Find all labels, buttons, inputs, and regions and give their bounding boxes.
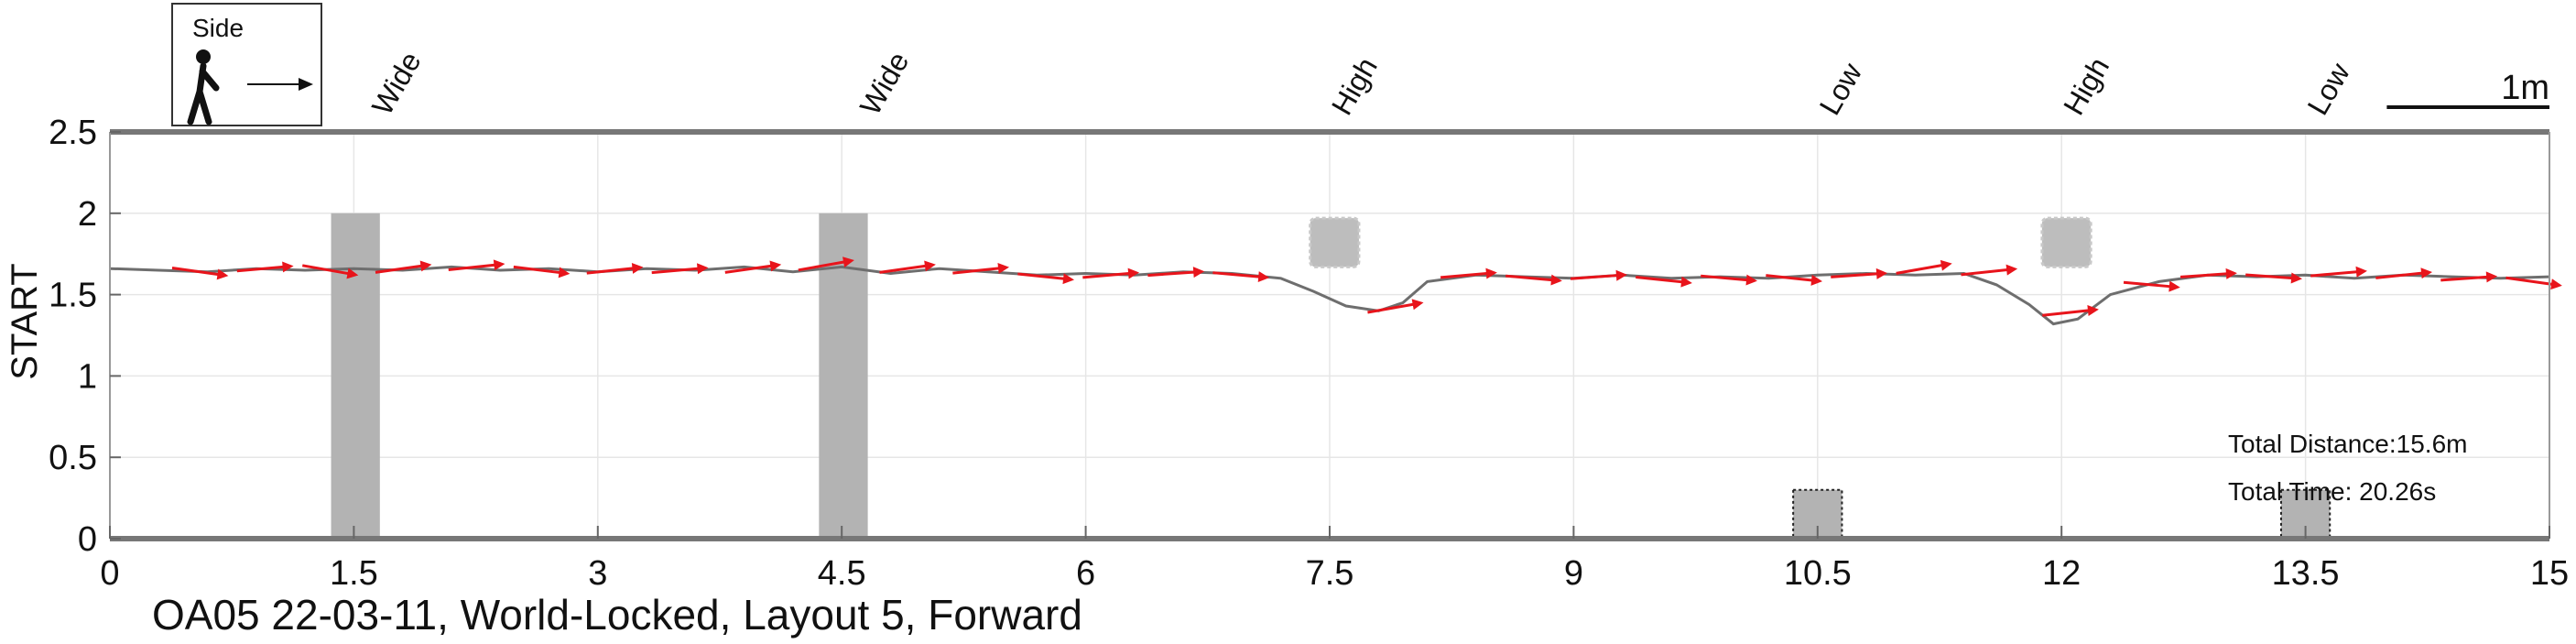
heading-arrow — [448, 259, 505, 272]
grid — [109, 131, 2550, 540]
heading-arrow — [879, 260, 936, 274]
heading-arrow — [1212, 271, 1270, 283]
obstacle-high — [2040, 216, 2092, 268]
x-tick-label: 4.5 — [818, 554, 866, 593]
x-tick-label: 6 — [1076, 554, 1095, 593]
obstacle-label: High — [1325, 52, 1384, 121]
x-tick-label: 15 — [2530, 554, 2569, 593]
heading-arrow — [1017, 272, 1075, 285]
y-tick-label: 2 — [78, 195, 97, 234]
heading-arrow — [1701, 274, 1757, 286]
x-tick-label: 7.5 — [1306, 554, 1354, 593]
y-tick-label: 2.5 — [49, 114, 97, 152]
heading-arrow — [513, 265, 571, 278]
heading-arrow — [2123, 280, 2180, 292]
walking-person-icon — [187, 49, 220, 126]
obstacle-wide — [331, 213, 380, 540]
heading-arrow — [1082, 267, 1140, 279]
heading-arrow — [1147, 267, 1205, 278]
obstacle-label: Wide — [853, 46, 916, 120]
heading-arrow — [1636, 275, 1692, 288]
heading-arrow — [1440, 267, 1497, 279]
heading-arrow — [586, 262, 644, 275]
scale-bar-label: 1m — [2501, 69, 2549, 107]
heading-arrow — [2245, 272, 2303, 284]
heading-arrow — [952, 262, 1010, 275]
x-tick-label: 1.5 — [330, 554, 378, 593]
heading-arrow — [1505, 274, 1562, 286]
heading-arrow — [375, 260, 432, 274]
axes — [109, 129, 2550, 541]
legend-box: Side — [171, 3, 322, 126]
obstacle-label: Low — [1813, 57, 1869, 121]
obstacle-label: Low — [2300, 57, 2356, 121]
heading-arrow — [2042, 305, 2099, 317]
y-tick-label: 0 — [78, 520, 97, 559]
heading-arrow — [1896, 259, 1952, 275]
total-distance: Total Distance:15.6m — [2228, 430, 2467, 458]
x-tick-label: 13.5 — [2272, 554, 2340, 593]
heading-arrow — [724, 260, 782, 274]
legend-label: Side — [192, 14, 244, 42]
y-tick-label: 1.5 — [49, 277, 97, 315]
heading-arrow — [2440, 271, 2498, 283]
heading-arrow — [1766, 274, 1823, 286]
chart-title: OA05 22-03-11, World-Locked, Layout 5, F… — [152, 591, 1082, 639]
y-tick-label: 0.5 — [49, 439, 97, 477]
heading-arrow — [2505, 276, 2562, 290]
x-tick-label: 0 — [100, 554, 119, 593]
heading-arrows — [171, 257, 2562, 317]
obstacle-high — [1309, 216, 1361, 268]
obstacle-label: High — [2057, 52, 2115, 121]
arrow-right-icon — [247, 78, 313, 91]
heading-arrow — [2375, 267, 2433, 279]
heading-arrow — [1961, 264, 2018, 277]
heading-arrow — [2179, 267, 2237, 279]
labels: 0 1.5 3 4.5 6 7.5 9 10.5 12 13.5 15 0 0.5 1 1.5 2 2.5 Wid… — [49, 46, 2569, 593]
obstacle-label: Wide — [365, 46, 428, 120]
heading-arrow — [301, 264, 359, 279]
heading-arrow — [1570, 269, 1627, 281]
total-time: Total Time: 20.26s — [2228, 477, 2436, 506]
y-axis-title: START — [5, 263, 45, 379]
x-tick-label: 10.5 — [1784, 554, 1852, 593]
heading-arrow — [798, 257, 854, 272]
heading-arrow — [2310, 266, 2367, 278]
heading-arrow — [651, 263, 709, 275]
scale-bar: 1m — [2386, 69, 2549, 109]
y-tick-label: 1 — [78, 357, 97, 396]
heading-arrow — [171, 267, 229, 280]
heading-arrow — [236, 261, 294, 273]
x-tick-label: 9 — [1564, 554, 1583, 593]
heading-arrow — [1831, 267, 1888, 279]
x-tick-label: 3 — [588, 554, 607, 593]
x-tick-label: 12 — [2042, 554, 2081, 593]
heading-arrow — [1367, 299, 1424, 314]
